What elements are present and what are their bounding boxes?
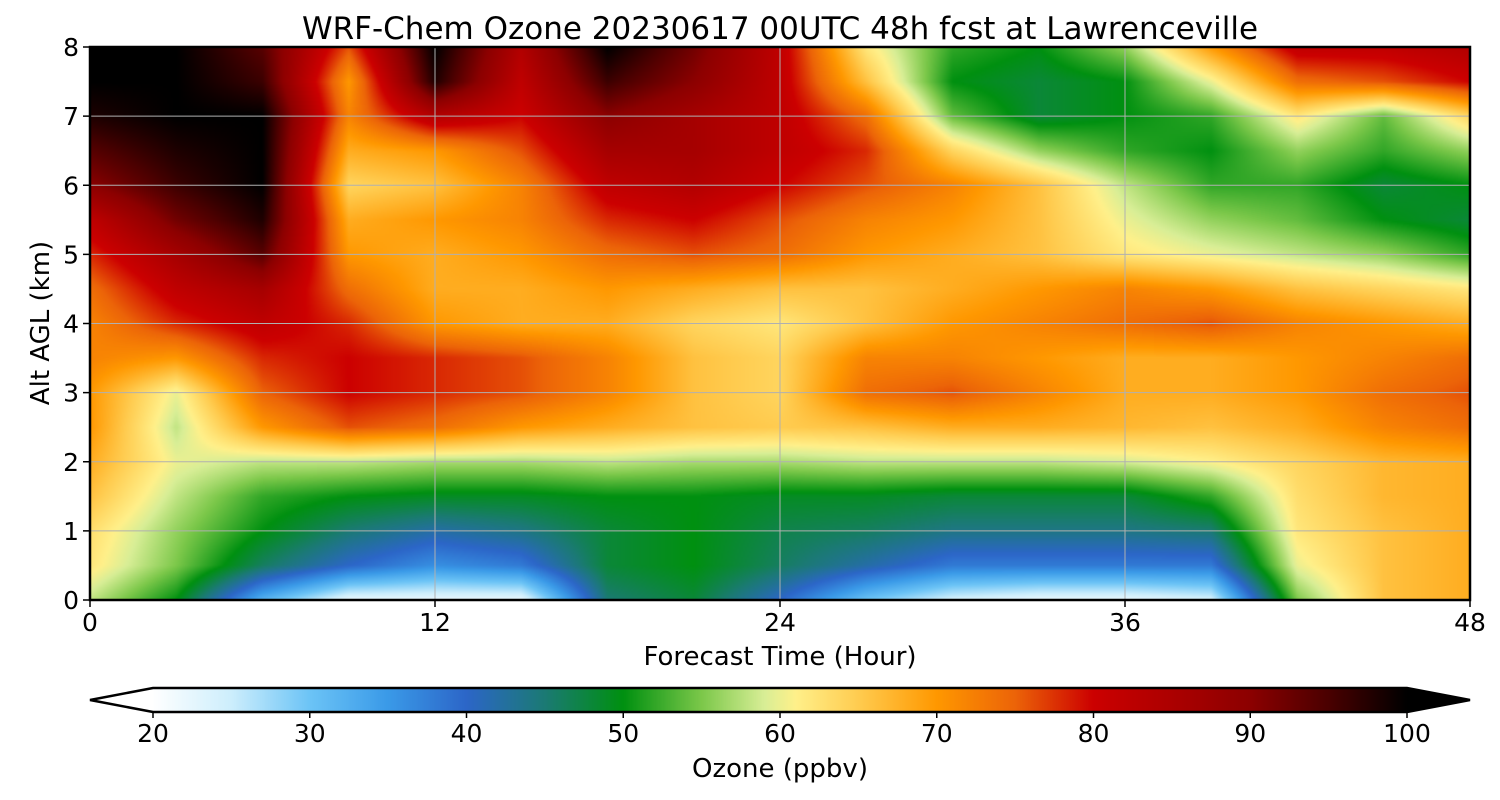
x-tick-label: 36 [1109, 608, 1141, 637]
colorbar-tick-label: 90 [1234, 719, 1266, 748]
x-axis: 0 12 24 36 48 [82, 600, 1486, 637]
colorbar-tick-label: 80 [1078, 719, 1110, 748]
x-tick-label: 0 [82, 608, 98, 637]
y-tick-label: 3 [63, 379, 79, 408]
colorbar-label: Ozone (ppbv) [692, 754, 868, 784]
colorbar-gradient [153, 688, 1407, 712]
x-tick-label: 24 [764, 608, 796, 637]
x-axis-label: Forecast Time (Hour) [643, 642, 916, 672]
y-tick-label: 1 [63, 517, 79, 546]
y-tick-label: 4 [63, 310, 79, 339]
colorbar-tick-label: 100 [1383, 719, 1431, 748]
y-tick-label: 2 [63, 448, 79, 477]
y-axis: 0 1 2 3 4 5 6 7 8 [63, 33, 90, 615]
y-tick-label: 0 [63, 586, 79, 615]
colorbar-tick-label: 50 [607, 719, 639, 748]
colorbar-low-extension [90, 688, 153, 712]
y-tick-label: 6 [63, 171, 79, 200]
colorbar-tick-label: 20 [137, 719, 169, 748]
colorbar: 20 30 40 50 60 70 80 90 100 Ozone (ppbv) [89, 686, 1471, 784]
y-tick-label: 5 [63, 240, 79, 269]
colorbar-ticks: 20 30 40 50 60 70 80 90 100 [137, 712, 1431, 748]
colorbar-tick-label: 60 [764, 719, 796, 748]
x-tick-label: 12 [419, 608, 451, 637]
chart-title: WRF-Chem Ozone 20230617 00UTC 48h fcst a… [302, 11, 1258, 47]
x-tick-label: 48 [1454, 608, 1486, 637]
colorbar-tick-label: 40 [451, 719, 483, 748]
y-axis-label: Alt AGL (km) [26, 241, 56, 405]
plot-area [88, 45, 1472, 602]
y-tick-label: 8 [63, 33, 79, 62]
colorbar-tick-label: 30 [294, 719, 326, 748]
colorbar-tick-label: 70 [921, 719, 953, 748]
y-tick-label: 7 [63, 102, 79, 131]
colorbar-high-extension [1407, 688, 1470, 712]
